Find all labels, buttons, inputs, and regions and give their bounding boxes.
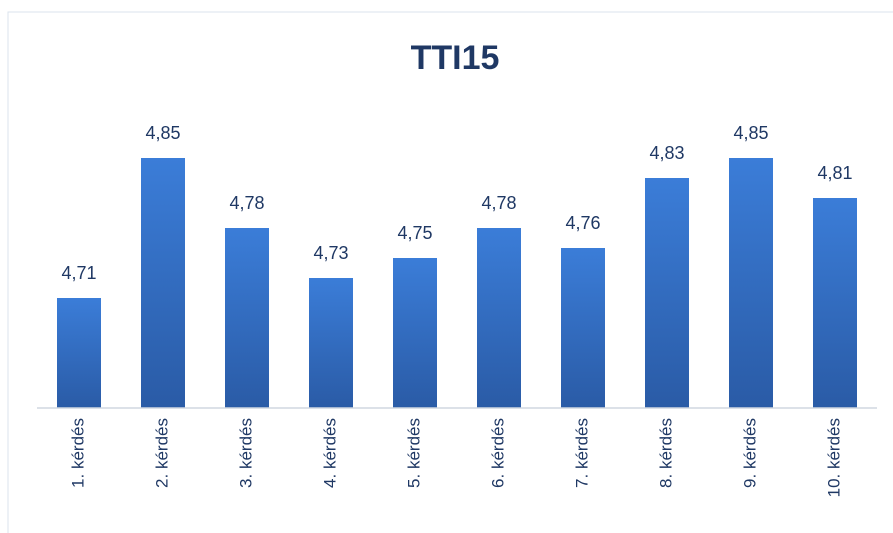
x-tick-label: 10. kérdés	[824, 418, 843, 497]
bar	[393, 258, 437, 408]
value-label: 4,76	[565, 213, 600, 233]
value-label: 4,83	[649, 143, 684, 163]
bar	[645, 178, 689, 408]
bar	[309, 278, 353, 408]
bar	[57, 298, 101, 408]
x-tick-label: 2. kérdés	[152, 418, 171, 488]
value-label: 4,85	[145, 123, 180, 143]
x-tick-label: 7. kérdés	[572, 418, 591, 488]
value-label: 4,85	[733, 123, 768, 143]
value-label: 4,81	[817, 163, 852, 183]
value-label: 4,73	[313, 243, 348, 263]
x-tick-label: 3. kérdés	[236, 418, 255, 488]
x-tick-label: 9. kérdés	[740, 418, 759, 488]
bar	[561, 248, 605, 408]
value-label: 4,75	[397, 223, 432, 243]
bar	[477, 228, 521, 408]
bar	[225, 228, 269, 408]
x-tick-label: 5. kérdés	[404, 418, 423, 488]
chart-title: TTI15	[411, 39, 500, 77]
bar	[729, 158, 773, 408]
x-tick-label: 4. kérdés	[320, 418, 339, 488]
value-label: 4,78	[229, 193, 264, 213]
bar	[141, 158, 185, 408]
x-tick-label: 8. kérdés	[656, 418, 675, 488]
x-tick-label: 6. kérdés	[488, 418, 507, 488]
value-label: 4,71	[61, 263, 96, 283]
bar	[813, 198, 857, 408]
x-tick-label: 1. kérdés	[68, 418, 87, 488]
value-label: 4,78	[481, 193, 516, 213]
chart-border	[7, 11, 893, 533]
